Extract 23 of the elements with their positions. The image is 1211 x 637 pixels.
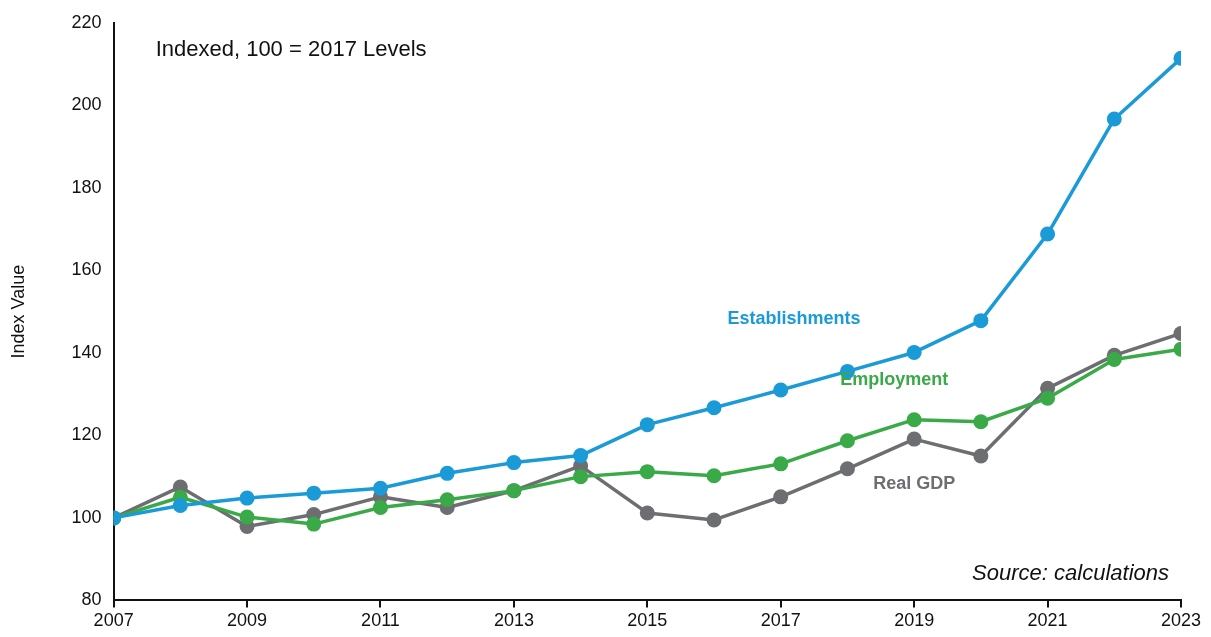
y-tick-label: 80	[81, 589, 102, 610]
x-tick-label: 2007	[93, 610, 134, 631]
x-tick-label: 2009	[227, 610, 268, 631]
x-tick-label: 2011	[361, 610, 400, 631]
x-tick-label: 2019	[894, 610, 935, 631]
annotation: Source: calculations	[972, 559, 1169, 585]
series-label: Employment	[840, 369, 949, 390]
y-axis-title: Index Value	[7, 264, 28, 359]
x-tick-label: 2021	[1027, 610, 1068, 631]
y-tick-label: 160	[71, 259, 102, 280]
y-tick-label: 200	[71, 94, 102, 115]
y-tick-label: 100	[71, 506, 102, 527]
x-tick-label: 2023	[1160, 610, 1202, 631]
x-tick-label: 2017	[760, 610, 801, 631]
annotation: Indexed, 100 = 2017 Levels	[155, 35, 427, 61]
y-tick-label: 220	[71, 11, 102, 32]
x-tick-label: 2013	[493, 610, 534, 631]
text: Establishments	[727, 308, 861, 329]
y-tick-label: 180	[71, 176, 102, 197]
y-tick-label: 140	[71, 341, 102, 362]
y-tick-label: 120	[71, 424, 102, 445]
series-label: Real GDP	[873, 473, 956, 494]
x-tick-label: 2015	[627, 610, 668, 631]
